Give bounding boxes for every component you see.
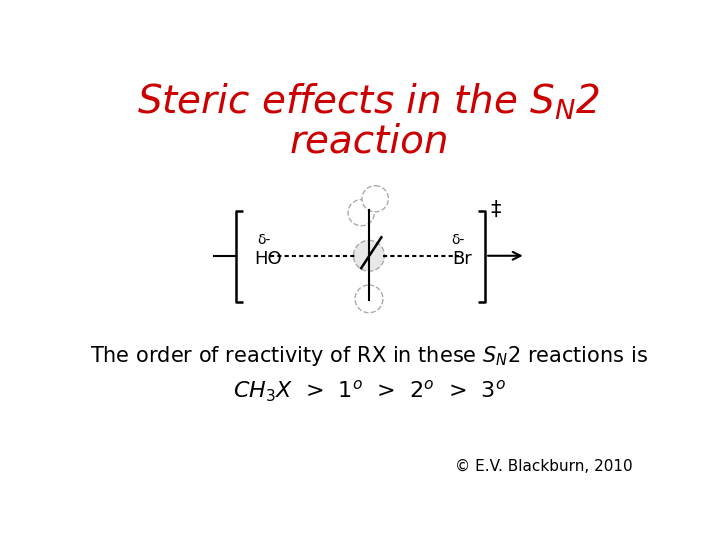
Text: δ-: δ- xyxy=(258,233,271,247)
Circle shape xyxy=(355,285,383,313)
Text: Steric effects in the $\mathit{S}_N$2: Steric effects in the $\mathit{S}_N$2 xyxy=(138,82,600,122)
Text: Br: Br xyxy=(453,250,472,268)
Circle shape xyxy=(362,186,388,212)
Text: reaction: reaction xyxy=(289,123,449,161)
Text: ‡: ‡ xyxy=(490,200,500,220)
Text: δ-: δ- xyxy=(451,233,464,247)
Text: © E.V. Blackburn, 2010: © E.V. Blackburn, 2010 xyxy=(455,459,632,474)
Circle shape xyxy=(348,200,374,226)
Circle shape xyxy=(354,240,384,271)
Text: $CH_3X$  >  1$^o$  >  2$^o$  >  3$^o$: $CH_3X$ > 1$^o$ > 2$^o$ > 3$^o$ xyxy=(233,379,505,404)
Text: HO: HO xyxy=(254,250,282,268)
Text: The order of reactivity of RX in these $S_N$2 reactions is: The order of reactivity of RX in these $… xyxy=(90,344,648,368)
